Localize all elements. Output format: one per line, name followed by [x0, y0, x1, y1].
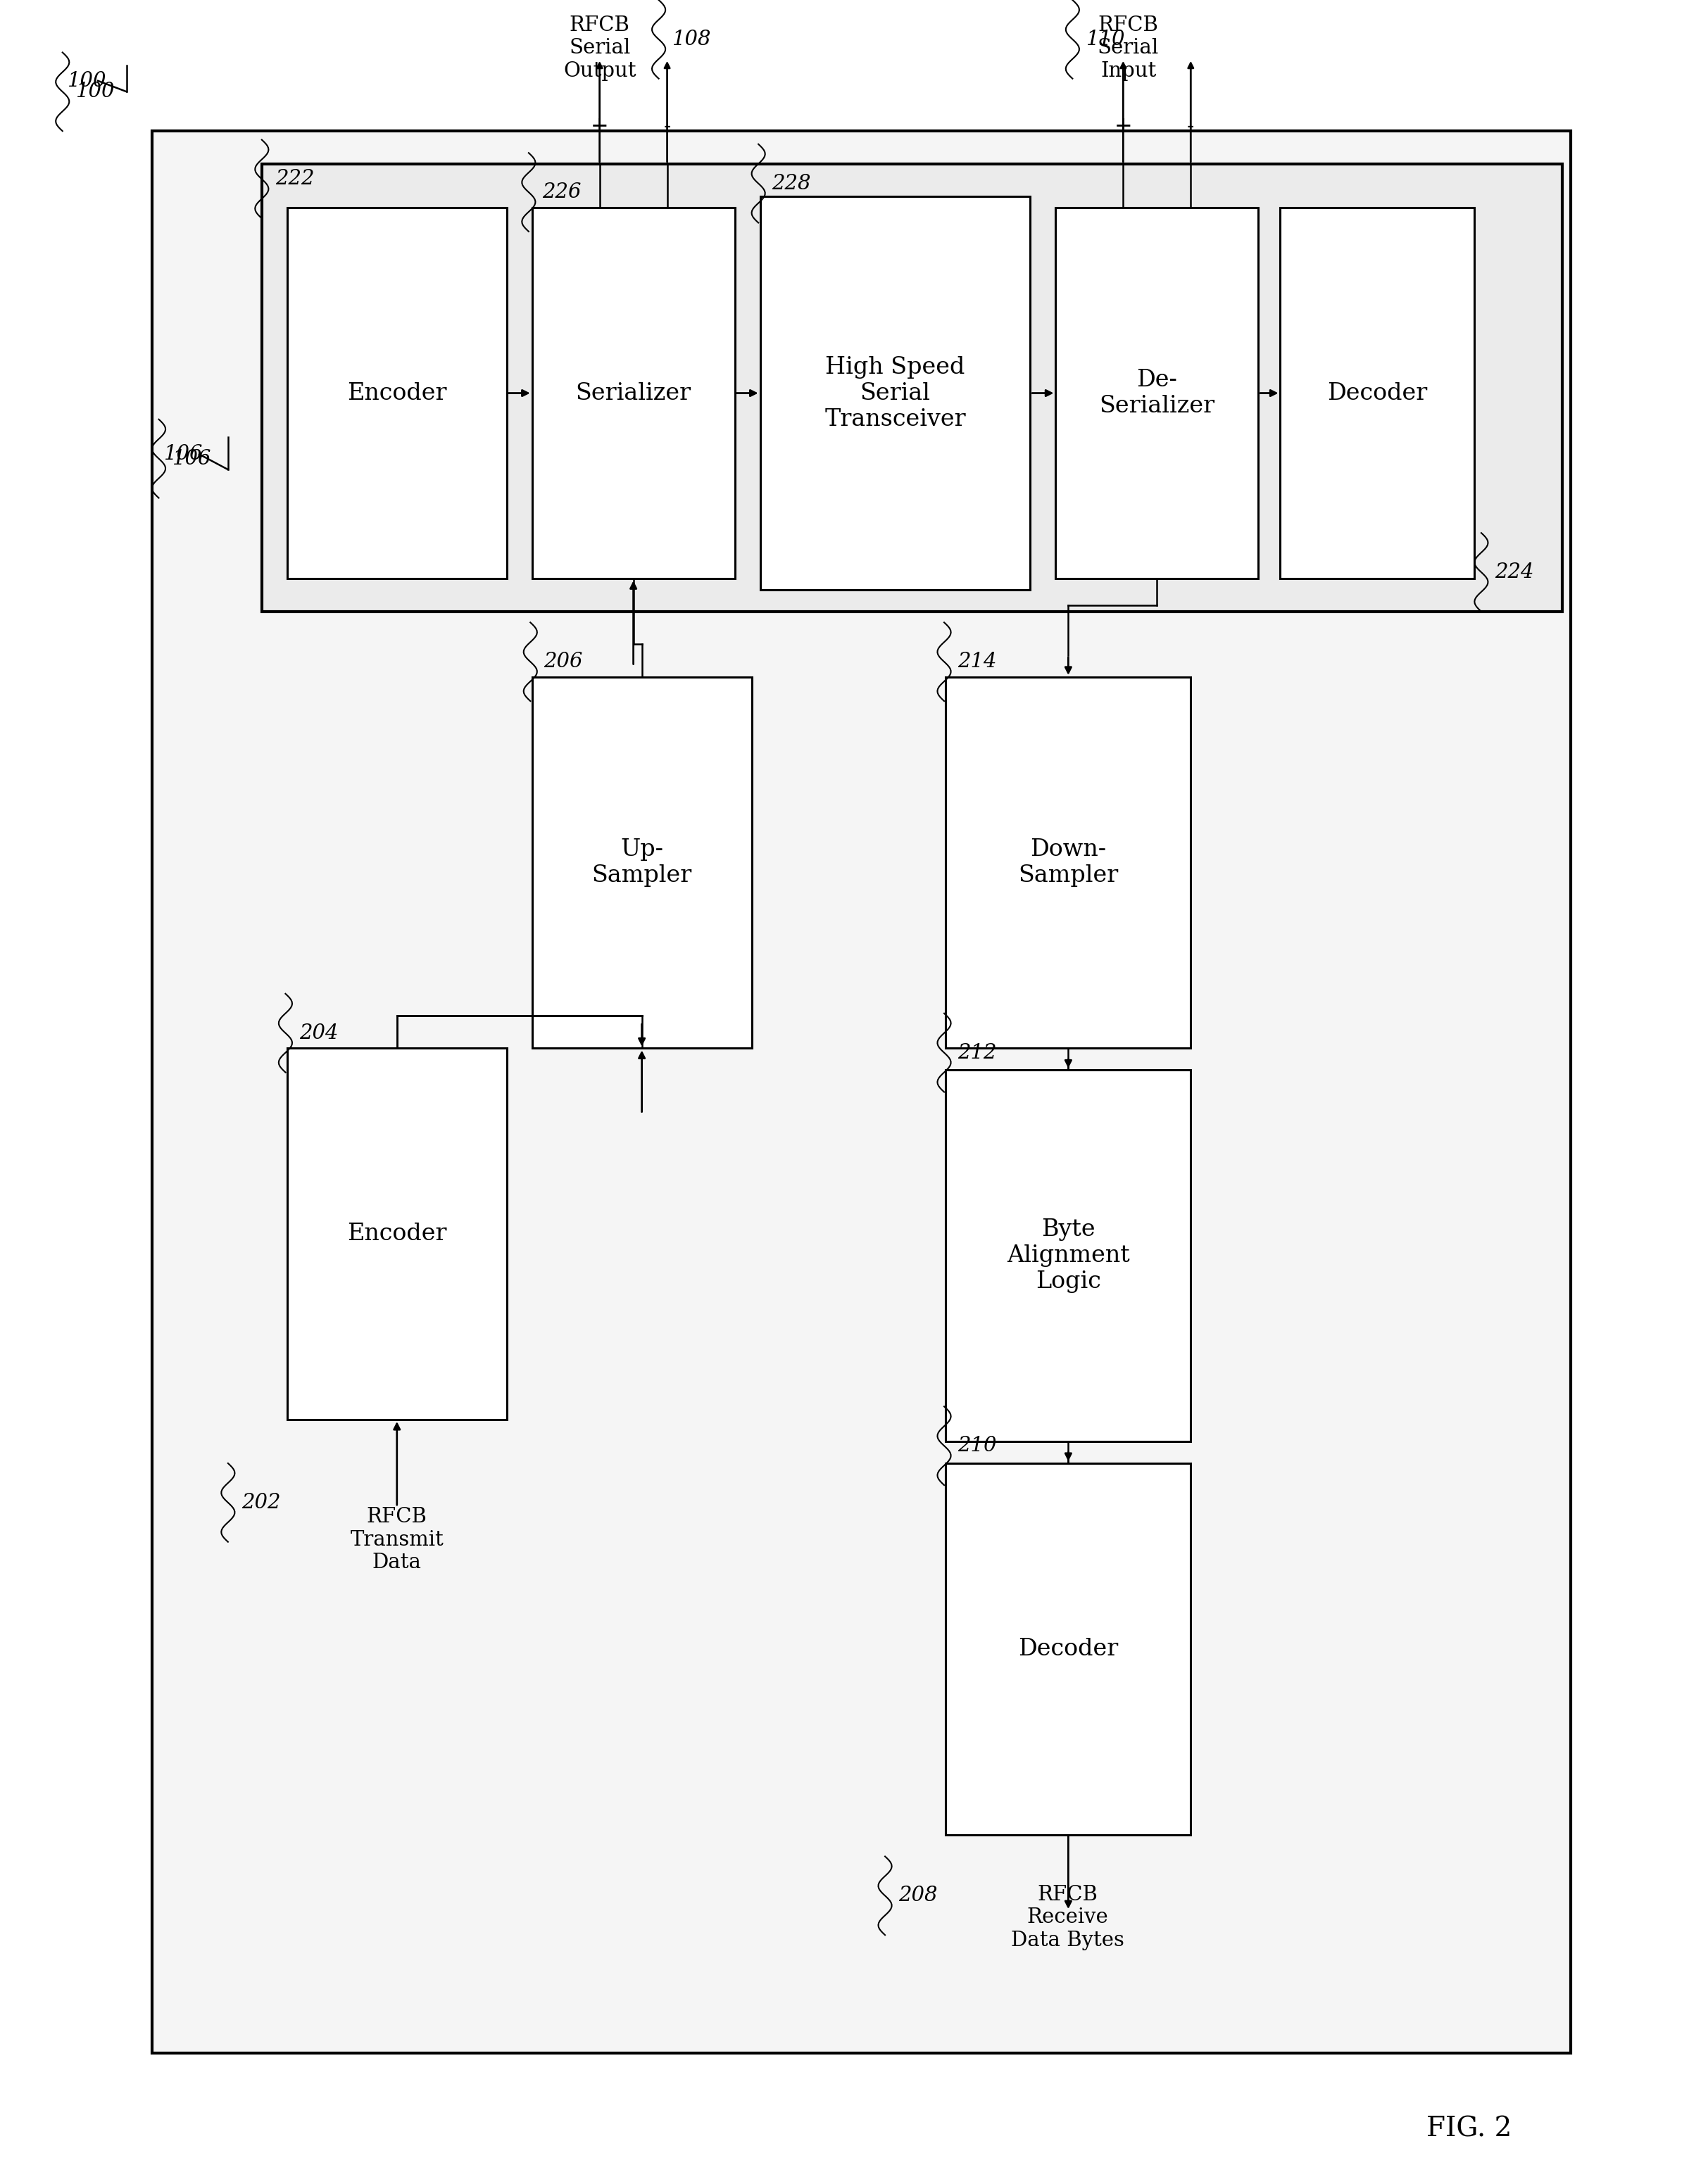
- Text: Serializer: Serializer: [576, 382, 691, 404]
- Text: -: -: [1187, 116, 1194, 138]
- Text: 108: 108: [672, 28, 711, 50]
- Text: 206: 206: [544, 651, 583, 673]
- Text: RFCB
Receive
Data Bytes: RFCB Receive Data Bytes: [1010, 1885, 1125, 1950]
- Text: +: +: [591, 116, 608, 138]
- Text: 100: 100: [68, 70, 106, 92]
- Bar: [287, 207, 507, 579]
- Text: 222: 222: [275, 168, 314, 190]
- Bar: [152, 131, 1571, 2053]
- Bar: [287, 1048, 507, 1420]
- Text: De-
Serializer: De- Serializer: [1100, 369, 1214, 417]
- Bar: [1056, 207, 1258, 579]
- Bar: [946, 677, 1191, 1048]
- Text: RFCB
Transmit
Data: RFCB Transmit Data: [350, 1507, 444, 1572]
- Text: 212: 212: [958, 1042, 997, 1064]
- Bar: [262, 164, 1562, 612]
- Text: Decoder: Decoder: [1328, 382, 1427, 404]
- Bar: [946, 1070, 1191, 1441]
- Text: Encoder: Encoder: [348, 382, 446, 404]
- Text: Down-
Sampler: Down- Sampler: [1018, 839, 1118, 887]
- Text: Encoder: Encoder: [348, 1223, 446, 1245]
- Bar: [532, 207, 735, 579]
- Text: RFCB
Serial
Output: RFCB Serial Output: [562, 15, 637, 81]
- Text: 210: 210: [958, 1435, 997, 1457]
- Text: High Speed
Serial
Transceiver: High Speed Serial Transceiver: [824, 356, 966, 430]
- Bar: [532, 677, 752, 1048]
- Text: Up-
Sampler: Up- Sampler: [591, 839, 692, 887]
- Text: 110: 110: [1086, 28, 1125, 50]
- Bar: [946, 1463, 1191, 1835]
- Text: 208: 208: [899, 1885, 937, 1907]
- Text: 214: 214: [958, 651, 997, 673]
- Text: 202: 202: [242, 1492, 280, 1514]
- Bar: [760, 197, 1030, 590]
- Text: +: +: [1115, 116, 1132, 138]
- Text: FIG. 2: FIG. 2: [1427, 2116, 1512, 2143]
- Text: 204: 204: [299, 1022, 338, 1044]
- Text: 226: 226: [542, 181, 581, 203]
- Text: 224: 224: [1495, 561, 1534, 583]
- Text: RFCB
Serial
Input: RFCB Serial Input: [1098, 15, 1159, 81]
- Text: Decoder: Decoder: [1018, 1638, 1118, 1660]
- Text: Byte
Alignment
Logic: Byte Alignment Logic: [1007, 1219, 1130, 1293]
- Text: 228: 228: [772, 173, 811, 194]
- Text: -: -: [664, 116, 671, 138]
- Text: 106: 106: [164, 443, 203, 465]
- Text: 100: 100: [76, 81, 115, 103]
- Text: 106: 106: [172, 448, 211, 470]
- Bar: [1280, 207, 1474, 579]
